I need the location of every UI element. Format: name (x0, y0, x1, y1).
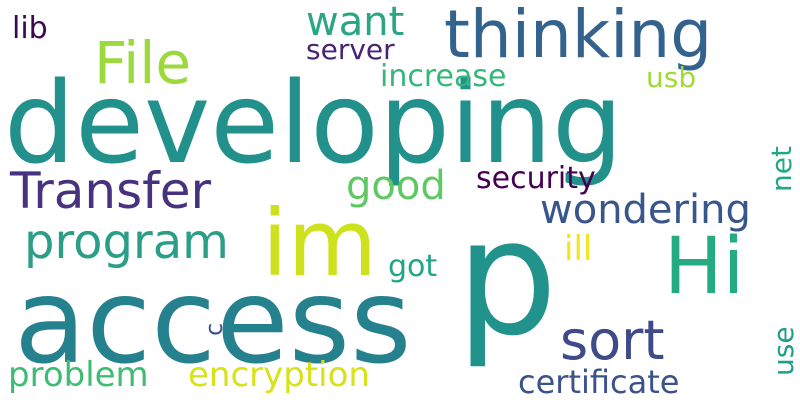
word-good: good (346, 163, 446, 209)
word-sort: sort (560, 309, 665, 372)
word-problem: problem (8, 355, 149, 395)
word-got: got (388, 249, 438, 284)
word-usb: usb (646, 61, 697, 94)
word-ill: ill (564, 229, 593, 269)
word-transfer: Transfer (10, 162, 212, 220)
word-hi: Hi (664, 222, 745, 312)
word-lib: lib (12, 11, 48, 46)
word-im: im (262, 190, 378, 297)
word-access: access (14, 252, 412, 390)
word-p: p (456, 184, 558, 371)
word-thinking: thinking (444, 0, 713, 73)
word-want: want (306, 0, 405, 45)
word-net: net (765, 146, 798, 192)
word-server: server (306, 33, 395, 66)
word-encryption: encryption (188, 355, 370, 395)
word-wondering: wondering (540, 187, 751, 233)
word-increase: increase (380, 59, 507, 94)
word-developing: developing (4, 59, 624, 189)
word-program: program (24, 214, 229, 270)
word-file: File (94, 29, 192, 97)
word-use: use (767, 326, 800, 376)
word-certificate: certificate (518, 363, 680, 400)
word-c: c (200, 322, 228, 336)
word-security: security (476, 161, 596, 196)
